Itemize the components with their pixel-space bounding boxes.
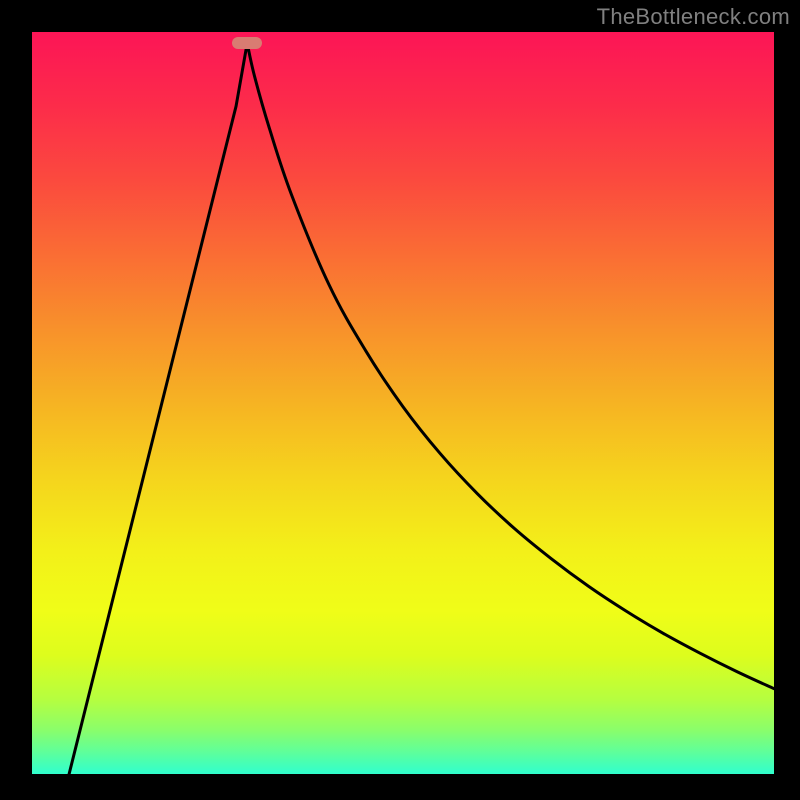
watermark-label: TheBottleneck.com — [597, 4, 790, 30]
curve-line — [32, 32, 774, 774]
plot-area — [32, 32, 774, 774]
minimum-marker — [232, 37, 262, 49]
